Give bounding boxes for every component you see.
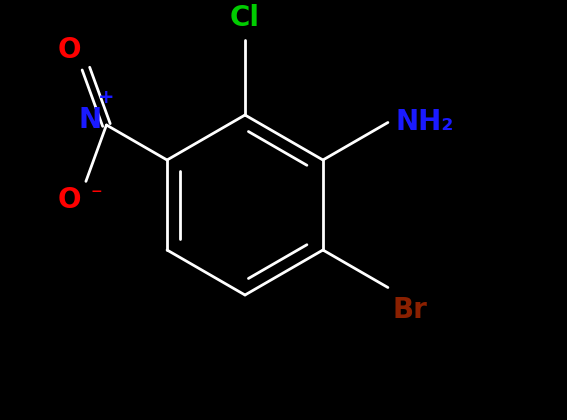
Text: ⁻: ⁻	[91, 186, 103, 206]
Text: Cl: Cl	[230, 4, 260, 32]
Text: O: O	[57, 36, 81, 63]
Text: N: N	[78, 106, 101, 134]
Text: +: +	[98, 88, 115, 107]
Text: NH₂: NH₂	[396, 108, 454, 136]
Text: O: O	[57, 186, 81, 214]
Text: Br: Br	[393, 296, 428, 323]
